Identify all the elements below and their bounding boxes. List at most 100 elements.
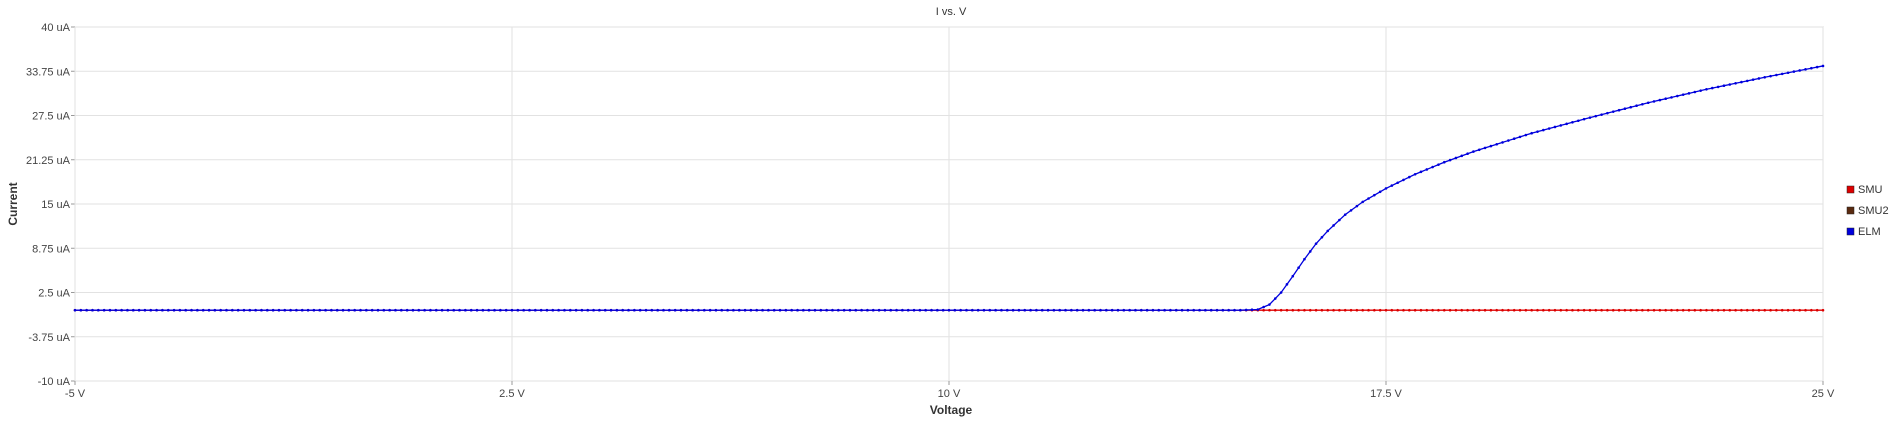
- data-point-elm: [714, 308, 718, 312]
- data-point-elm: [1652, 100, 1656, 103]
- y-tick-labels: 40 uA 33.75 uA 27.5 uA 21.25 uA 15 uA 8.75 uA…: [26, 22, 71, 388]
- data-point-smu: [1740, 308, 1743, 312]
- y-tick-label: 40 uA: [41, 22, 70, 34]
- y-tick-label: 2.5 uA: [38, 288, 70, 300]
- data-point-smu: [1716, 308, 1720, 312]
- data-point-smu: [1460, 308, 1464, 312]
- data-point-smu: [1297, 308, 1300, 312]
- data-point-elm: [504, 308, 508, 312]
- data-point-elm: [1775, 73, 1778, 77]
- data-point-elm: [866, 308, 869, 312]
- data-point-elm: [1384, 187, 1388, 190]
- data-point-elm: [1145, 308, 1149, 312]
- data-point-elm: [265, 308, 269, 312]
- data-point-smu: [1303, 308, 1306, 312]
- data-point-smu: [1437, 308, 1440, 312]
- data-point-smu: [1448, 308, 1452, 312]
- data-point-elm: [1040, 308, 1044, 312]
- data-point-smu: [1635, 308, 1638, 312]
- data-point-elm: [650, 308, 654, 312]
- data-point-smu: [1722, 308, 1726, 312]
- data-point-elm: [1134, 308, 1137, 312]
- data-point-elm: [580, 308, 584, 312]
- data-point-elm: [85, 308, 88, 312]
- data-point-elm: [1396, 181, 1399, 185]
- data-point-elm: [1821, 64, 1825, 68]
- data-point-elm: [1355, 204, 1359, 208]
- data-point-elm: [743, 308, 747, 312]
- data-point-elm: [1437, 163, 1440, 166]
- data-point-elm: [458, 308, 461, 312]
- data-point-elm: [1204, 308, 1207, 312]
- data-point-elm: [126, 308, 129, 312]
- data-point-elm: [761, 308, 764, 312]
- data-point-smu: [1291, 308, 1295, 312]
- data-point-elm: [1507, 139, 1510, 142]
- data-point-elm: [1320, 235, 1324, 239]
- data-point-elm: [1408, 175, 1411, 179]
- data-point-smu: [1431, 308, 1434, 312]
- data-point-elm: [918, 308, 922, 312]
- x-tick-label: -5 V: [65, 388, 86, 400]
- data-point-elm: [300, 308, 304, 312]
- data-point-elm: [965, 308, 968, 312]
- data-point-smu: [1343, 308, 1347, 312]
- data-point-elm: [912, 308, 916, 312]
- data-point-elm: [1256, 308, 1260, 311]
- data-point-elm: [1606, 111, 1609, 115]
- data-point-elm: [1378, 190, 1382, 194]
- data-point-elm: [848, 308, 852, 312]
- x-tick-label: 2.5 V: [499, 388, 525, 400]
- data-point-elm: [330, 308, 333, 312]
- data-point-smu: [1623, 308, 1627, 312]
- data-point-elm: [545, 308, 549, 312]
- data-point-smu: [1442, 308, 1446, 312]
- data-point-elm: [464, 308, 467, 312]
- data-point-elm: [1448, 158, 1452, 162]
- data-point-smu: [1273, 308, 1277, 312]
- data-point-elm: [1676, 94, 1679, 98]
- data-point-smu: [1501, 308, 1504, 312]
- data-point-elm: [1815, 65, 1819, 69]
- data-point-elm: [166, 308, 170, 312]
- data-point-elm: [1693, 90, 1697, 94]
- data-point-elm: [359, 308, 362, 312]
- data-point-elm: [475, 308, 479, 312]
- data-point-elm: [1442, 160, 1446, 164]
- data-point-elm: [1273, 297, 1277, 300]
- data-point-elm: [860, 308, 863, 312]
- data-point-elm: [1466, 152, 1469, 156]
- data-point-elm: [831, 308, 834, 312]
- data-point-smu: [1617, 308, 1621, 312]
- data-point-smu: [1606, 308, 1609, 312]
- data-point-elm: [1250, 308, 1254, 312]
- data-point-elm: [137, 308, 141, 312]
- data-point-elm: [242, 308, 246, 312]
- data-point-elm: [708, 308, 712, 312]
- data-point-elm: [726, 308, 729, 312]
- data-point-elm: [621, 308, 625, 312]
- data-point-elm: [131, 308, 135, 312]
- data-point-elm: [941, 308, 945, 312]
- data-point-smu: [1483, 308, 1487, 312]
- data-point-elm: [1454, 156, 1458, 160]
- data-point-elm: [1285, 283, 1289, 286]
- data-point-smu: [1629, 308, 1633, 312]
- data-point-elm: [1798, 69, 1801, 72]
- x-tick-labels: -5 V 2.5 V 10 V 17.5 V 25 V: [65, 388, 1835, 400]
- data-point-elm: [539, 308, 543, 312]
- data-point-elm: [102, 308, 106, 312]
- data-point-smu: [1775, 308, 1778, 312]
- data-point-smu: [1536, 308, 1539, 312]
- data-point-elm: [1244, 308, 1248, 312]
- data-point-elm: [1239, 308, 1242, 312]
- data-point-elm: [1472, 150, 1475, 153]
- data-point-smu: [1588, 308, 1592, 312]
- data-point-smu: [1489, 308, 1493, 312]
- legend-swatch-smu: [1846, 185, 1855, 194]
- data-point-elm: [1227, 308, 1230, 312]
- data-point-smu: [1699, 308, 1702, 312]
- data-point-elm: [388, 308, 391, 312]
- data-point-elm: [1489, 144, 1493, 148]
